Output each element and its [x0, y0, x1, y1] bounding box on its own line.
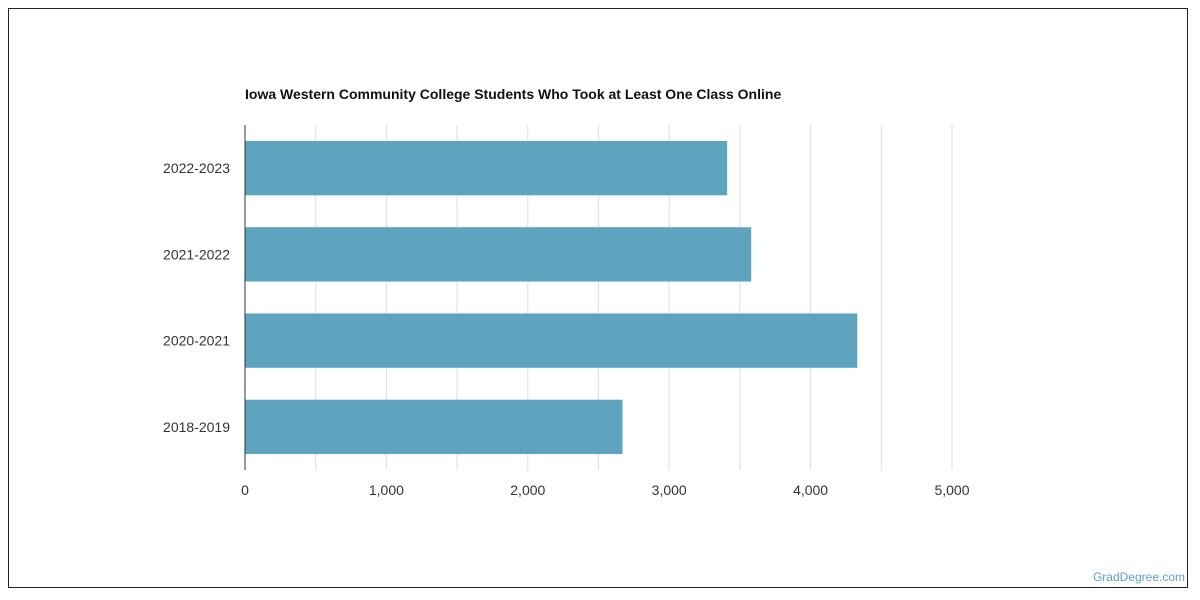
category-label: 2020-2021	[163, 333, 230, 349]
bar-2022-2023	[245, 140, 728, 196]
site-credit[interactable]: GradDegree.com	[1092, 570, 1185, 584]
x-tick-label: 5,000	[934, 482, 969, 498]
category-label: 2022-2023	[163, 160, 230, 176]
x-tick-label: 3,000	[652, 482, 687, 498]
bar-2020-2021	[245, 313, 858, 368]
bar-2018-2019	[245, 399, 623, 455]
x-tick-label: 4,000	[793, 482, 828, 498]
chart-title: Iowa Western Community College Students …	[245, 86, 782, 102]
x-tick-label: 0	[241, 482, 249, 498]
x-tick-label: 2,000	[510, 482, 545, 498]
bar-2021-2022	[245, 227, 752, 282]
category-label: 2021-2022	[163, 246, 230, 262]
chart-frame	[8, 8, 1188, 588]
category-label: 2018-2019	[163, 419, 230, 435]
x-tick-label: 1,000	[369, 482, 404, 498]
